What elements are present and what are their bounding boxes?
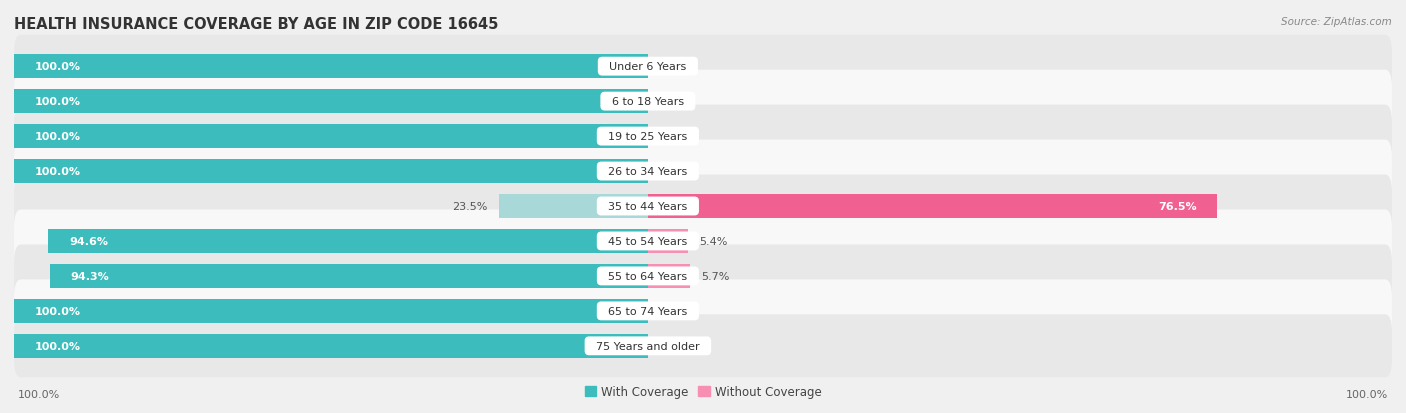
FancyBboxPatch shape (14, 140, 1392, 203)
FancyBboxPatch shape (14, 315, 1392, 377)
Text: 5.7%: 5.7% (702, 271, 730, 281)
FancyBboxPatch shape (14, 210, 1392, 273)
Text: 65 to 74 Years: 65 to 74 Years (602, 306, 695, 316)
Bar (14, 55, 648, 79)
Text: 100.0%: 100.0% (18, 389, 60, 399)
Text: HEALTH INSURANCE COVERAGE BY AGE IN ZIP CODE 16645: HEALTH INSURANCE COVERAGE BY AGE IN ZIP … (14, 17, 499, 31)
Text: 100.0%: 100.0% (35, 62, 80, 72)
Text: Source: ZipAtlas.com: Source: ZipAtlas.com (1281, 17, 1392, 26)
Text: 23.5%: 23.5% (453, 202, 488, 211)
Text: 100.0%: 100.0% (35, 132, 80, 142)
Text: 45 to 54 Years: 45 to 54 Years (602, 236, 695, 247)
Bar (14, 334, 648, 358)
Bar (648, 230, 688, 253)
Text: 100.0%: 100.0% (35, 166, 80, 177)
Text: Under 6 Years: Under 6 Years (602, 62, 693, 72)
Bar (499, 195, 648, 218)
Text: 100.0%: 100.0% (35, 306, 80, 316)
Bar (14, 90, 648, 114)
Bar (648, 195, 1218, 218)
Text: 5.4%: 5.4% (699, 236, 727, 247)
FancyBboxPatch shape (14, 105, 1392, 168)
FancyBboxPatch shape (14, 245, 1392, 308)
Text: 75 Years and older: 75 Years and older (589, 341, 707, 351)
Bar (14, 299, 648, 323)
Text: 35 to 44 Years: 35 to 44 Years (602, 202, 695, 211)
FancyBboxPatch shape (14, 71, 1392, 133)
Text: 19 to 25 Years: 19 to 25 Years (602, 132, 695, 142)
Text: 94.6%: 94.6% (69, 236, 108, 247)
Bar (14, 125, 648, 149)
Bar (48, 230, 648, 253)
Text: 6 to 18 Years: 6 to 18 Years (605, 97, 690, 107)
FancyBboxPatch shape (14, 36, 1392, 98)
FancyBboxPatch shape (14, 280, 1392, 342)
Text: 100.0%: 100.0% (1346, 389, 1388, 399)
Bar (51, 264, 648, 288)
Text: 55 to 64 Years: 55 to 64 Years (602, 271, 695, 281)
Text: 100.0%: 100.0% (35, 97, 80, 107)
Text: 94.3%: 94.3% (70, 271, 110, 281)
Bar (648, 264, 690, 288)
Bar (14, 160, 648, 183)
Legend: With Coverage, Without Coverage: With Coverage, Without Coverage (579, 381, 827, 403)
Text: 100.0%: 100.0% (35, 341, 80, 351)
FancyBboxPatch shape (14, 175, 1392, 238)
Text: 26 to 34 Years: 26 to 34 Years (602, 166, 695, 177)
Text: 76.5%: 76.5% (1157, 202, 1197, 211)
